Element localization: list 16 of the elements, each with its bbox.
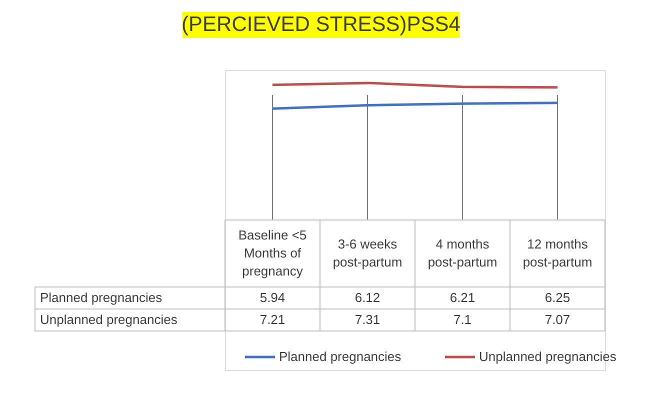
x-tick-label: 12 months post-partum — [522, 236, 592, 270]
data-label: 7.1 — [453, 312, 472, 327]
x-tick-label: Baseline <5 Months of pregnancy — [238, 228, 307, 278]
data-label: 7.21 — [260, 312, 286, 327]
x-tick-label: 4 months post-partum — [428, 236, 498, 270]
data-label: 7.07 — [544, 312, 570, 327]
x-tick-label: 3-6 weeks post-partum — [332, 236, 402, 270]
legend-label: Unplanned pregnancies — [479, 349, 617, 364]
data-label: 6.25 — [544, 290, 570, 305]
data-label: 6.12 — [354, 290, 380, 305]
legend-label: Planned pregnancies — [279, 349, 402, 364]
data-label: 5.94 — [260, 290, 286, 305]
text: Unplanned pregnancies — [40, 312, 178, 327]
text: Planned pregnancies — [40, 290, 162, 305]
data-label: 7.31 — [354, 312, 380, 327]
data-label: 6.21 — [450, 290, 476, 305]
